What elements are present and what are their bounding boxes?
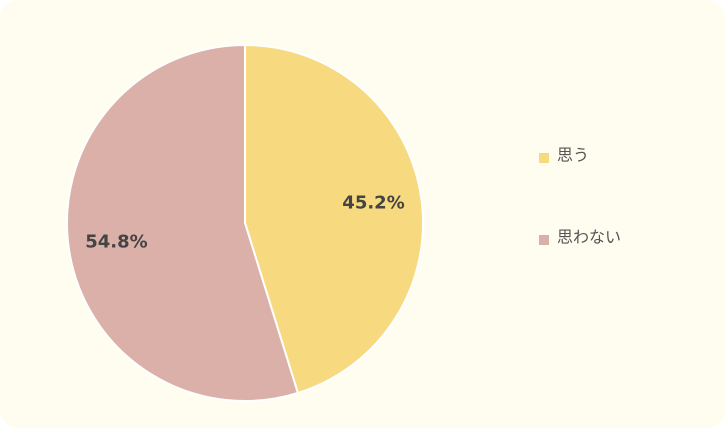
data-label: 54.8% [85, 232, 147, 253]
legend-label: 思う [557, 146, 589, 165]
legend-swatch [539, 153, 549, 163]
legend-swatch [539, 235, 549, 245]
legend-label: 思わない [557, 228, 621, 247]
data-label: 45.2% [342, 192, 404, 213]
pie-slice [66, 43, 300, 402]
pie-slice [244, 43, 424, 395]
